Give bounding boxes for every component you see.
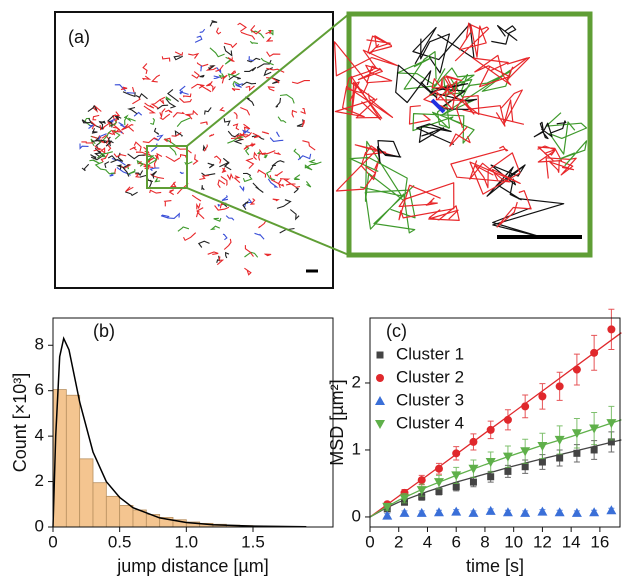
y-tick-label: 0 bbox=[35, 516, 44, 535]
y-tick-label: 0 bbox=[352, 506, 361, 525]
y-axis-title: MSD [µm²] bbox=[327, 379, 347, 465]
marker bbox=[556, 382, 564, 390]
panel-label: (c) bbox=[386, 321, 407, 341]
marker bbox=[556, 455, 563, 462]
panel-label: (a) bbox=[68, 27, 90, 47]
marker bbox=[539, 459, 546, 466]
marker bbox=[469, 438, 477, 446]
x-tick-label: 1.5 bbox=[241, 532, 265, 551]
histogram-bar bbox=[106, 496, 119, 527]
panel-a: (a) bbox=[55, 12, 590, 288]
histogram-bar bbox=[120, 505, 133, 527]
marker bbox=[522, 463, 529, 470]
y-axis-title: Count [×10³] bbox=[10, 373, 30, 473]
plot: 0 0.5 1.0 1.5 0 2 4 6 8 jump distance [µm] Count [… bbox=[10, 318, 333, 576]
marker bbox=[504, 468, 511, 475]
marker bbox=[453, 483, 460, 490]
marker bbox=[418, 476, 426, 484]
marker bbox=[590, 349, 598, 357]
marker bbox=[591, 446, 598, 453]
y-tick-label: 6 bbox=[35, 380, 44, 399]
legend-label: Cluster 2 bbox=[396, 367, 464, 386]
legend-label: Cluster 1 bbox=[396, 344, 464, 363]
marker bbox=[435, 465, 443, 473]
marker bbox=[470, 479, 477, 486]
marker bbox=[521, 402, 529, 410]
legend-label: Cluster 3 bbox=[396, 390, 464, 409]
y-tick-label: 8 bbox=[35, 335, 44, 354]
marker bbox=[487, 426, 495, 434]
y-tick-label: 2 bbox=[35, 471, 44, 490]
histogram-bar bbox=[80, 459, 93, 527]
marker bbox=[607, 325, 615, 333]
x-tick-label: 1.0 bbox=[175, 532, 199, 551]
y-tick-label: 1 bbox=[352, 439, 361, 458]
x-axis-title: jump distance [µm] bbox=[116, 556, 268, 576]
x-tick-label: 10 bbox=[504, 532, 523, 551]
histogram-bar bbox=[66, 395, 79, 527]
x-tick-label: 4 bbox=[423, 532, 432, 551]
x-tick-label: 8 bbox=[480, 532, 489, 551]
x-tick-label: 16 bbox=[590, 532, 609, 551]
marker bbox=[538, 392, 546, 400]
y-tick-label: 2 bbox=[352, 372, 361, 391]
x-tick-label: 2 bbox=[394, 532, 403, 551]
x-tick-label: 0 bbox=[365, 532, 374, 551]
x-tick-label: 0.5 bbox=[108, 532, 132, 551]
x-tick-label: 0 bbox=[48, 532, 57, 551]
x-axis-title: time [s] bbox=[466, 556, 524, 576]
x-tick-label: 14 bbox=[562, 532, 581, 551]
marker bbox=[487, 473, 494, 480]
plot: 0246810121416012time [s]MSD [µm²]Cluster… bbox=[327, 309, 622, 575]
x-tick-label: 12 bbox=[533, 532, 552, 551]
marker bbox=[573, 450, 580, 457]
page: {"panel_a": {"label": "(a)"}, "chart_dat… bbox=[0, 0, 622, 581]
marker bbox=[573, 366, 581, 374]
legend-label: Cluster 4 bbox=[396, 413, 464, 432]
legend-marker bbox=[376, 374, 384, 382]
x-tick-label: 6 bbox=[451, 532, 460, 551]
marker bbox=[452, 449, 460, 457]
marker bbox=[504, 416, 512, 424]
figure: (a) 00.51.01.502468jump distance [µm]Cou… bbox=[0, 0, 622, 581]
legend-marker bbox=[377, 352, 384, 359]
panel-label: (b) bbox=[93, 321, 115, 341]
histogram-bar bbox=[93, 483, 106, 527]
y-tick-label: 4 bbox=[35, 426, 44, 445]
